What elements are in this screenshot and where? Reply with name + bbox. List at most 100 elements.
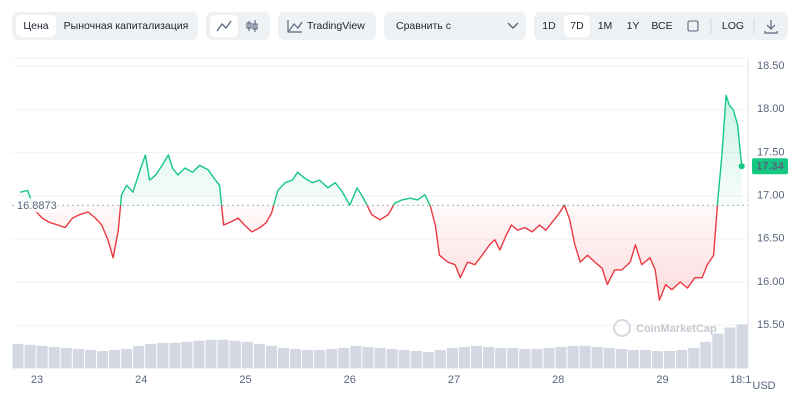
y-tick-label: 16.50 <box>757 233 785 245</box>
range-switch <box>534 12 788 40</box>
x-tick-label: 29 <box>656 374 668 386</box>
volume-bar <box>458 346 470 369</box>
volume-bar <box>446 347 458 369</box>
volume-bar <box>579 345 591 369</box>
last-price-tag <box>752 158 788 175</box>
volume-bar <box>591 346 603 369</box>
range-button[interactable]: 1Y <box>627 20 640 32</box>
volume-bar <box>531 348 543 369</box>
volume-bar <box>314 349 326 369</box>
calendar-icon[interactable] <box>687 20 699 32</box>
volume-bar <box>543 347 555 369</box>
volume-bar <box>36 345 48 369</box>
download-icon[interactable] <box>764 20 778 34</box>
volume-bar <box>290 348 302 369</box>
volume-bar <box>229 340 241 369</box>
baseline-label: 16.8873 <box>17 200 57 212</box>
volume-bar <box>205 339 217 369</box>
watermark-text: CoinMarketCap <box>636 323 717 335</box>
volume-bar <box>157 342 169 369</box>
range-button[interactable]: 7D <box>570 20 584 32</box>
volume-bar <box>386 348 398 369</box>
x-tick-label: 27 <box>448 374 460 386</box>
market-cap-tab[interactable]: Рыночная капитализация <box>64 20 189 32</box>
price-tab-label[interactable]: Цена <box>23 20 48 32</box>
volume-bar <box>217 339 229 369</box>
volume-bar <box>169 342 181 369</box>
x-tick-label: 26 <box>344 374 356 386</box>
last-price-label: 17.34 <box>756 161 784 173</box>
volume-bar <box>470 345 483 369</box>
volume-bar <box>639 349 651 369</box>
volume-bar <box>84 349 96 369</box>
volume-bar <box>145 343 157 369</box>
volume-bar <box>676 349 688 369</box>
volume-bar <box>193 340 205 369</box>
line-icon <box>216 20 232 32</box>
volume-bar <box>664 351 676 369</box>
price-area <box>20 95 742 301</box>
volume-bar <box>700 341 712 369</box>
toolbar: Цена Рыночная капитализация TradingView … <box>12 12 788 40</box>
volume-bar <box>615 348 627 369</box>
tradingview-button[interactable] <box>278 12 376 40</box>
volume-bar <box>60 347 72 369</box>
watermark-logo <box>613 319 631 337</box>
volume-bar <box>627 349 639 369</box>
price-tab[interactable] <box>16 15 56 37</box>
dropdown-arrow <box>507 22 519 29</box>
y-tick-label: 17.50 <box>757 146 785 158</box>
volume-bar <box>72 348 84 369</box>
volume-bar <box>651 351 664 369</box>
volume-bar <box>603 347 615 369</box>
x-tick-label: 23 <box>31 374 43 386</box>
volume-bar <box>48 346 60 369</box>
volume-bar <box>350 345 362 369</box>
last-point <box>738 163 745 170</box>
volume-bar <box>736 324 748 369</box>
log-button[interactable]: LOG <box>722 20 744 32</box>
range-button[interactable]: 1M <box>598 20 613 32</box>
range-button[interactable]: ВСЕ <box>651 20 672 32</box>
baseline-label-bg <box>14 198 58 213</box>
volume-bar <box>712 333 724 369</box>
volume-bar <box>495 347 507 369</box>
volume-bar <box>362 346 374 369</box>
metric-switch <box>12 12 198 40</box>
candle-icon[interactable] <box>246 20 258 32</box>
volume-bar <box>338 347 350 369</box>
volume-bar <box>410 351 422 369</box>
volume-bar <box>265 345 277 369</box>
volume-bar <box>519 348 531 369</box>
volume-bar <box>567 345 579 369</box>
price-line <box>20 94 743 301</box>
volume-bar <box>133 345 145 369</box>
volume-bar <box>483 346 495 369</box>
volume-bar <box>724 327 736 369</box>
volume-bar <box>398 349 410 369</box>
volume-bar <box>326 348 338 369</box>
tradingview-label[interactable]: TradingView <box>307 20 365 32</box>
x-tick-label: 24 <box>135 374 147 386</box>
range-button[interactable]: 1D <box>542 20 556 32</box>
compare-label[interactable]: Сравнить с <box>396 20 451 32</box>
volume-bar <box>109 349 121 369</box>
volume-bar <box>422 352 434 369</box>
y-tick-label: 18.00 <box>757 103 785 115</box>
x-tick-label: 18:1 <box>730 374 751 386</box>
volume-bar <box>555 346 567 369</box>
volume-bar <box>12 343 24 369</box>
watermark: CoinMarketCap <box>613 319 717 337</box>
compare-dropdown[interactable] <box>384 12 526 40</box>
tradingview-icon <box>287 20 303 33</box>
currency-label: USD <box>752 380 775 392</box>
volume-bar <box>24 344 36 369</box>
volume-bar <box>121 348 133 369</box>
volume-bar <box>302 349 314 369</box>
volume-bar <box>507 347 519 369</box>
volume-bar <box>277 347 290 369</box>
x-tick-label: 25 <box>239 374 251 386</box>
volume-bar <box>688 347 700 369</box>
volume-bar <box>434 349 446 369</box>
